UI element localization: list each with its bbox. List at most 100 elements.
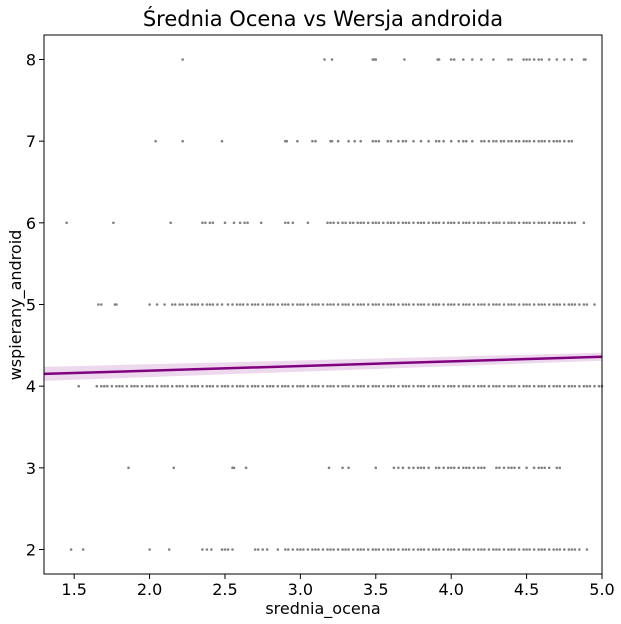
data-point: [483, 384, 486, 388]
data-point: [540, 58, 543, 61]
data-point: [268, 303, 272, 306]
data-point: [540, 548, 543, 551]
data-point: [106, 384, 109, 388]
data-point: [495, 384, 498, 388]
data-point: [563, 58, 566, 61]
data-point: [306, 221, 310, 225]
data-point: [145, 384, 148, 388]
data-point: [452, 466, 456, 470]
data-point: [517, 466, 521, 470]
data-point: [416, 548, 420, 551]
data-point: [457, 303, 461, 306]
data-point: [377, 548, 381, 551]
data-point: [585, 548, 589, 551]
data-point: [480, 139, 483, 143]
data-point: [585, 303, 589, 306]
data-point: [392, 303, 396, 306]
data-point: [437, 221, 441, 225]
data-point: [457, 384, 461, 388]
data-point: [412, 139, 415, 143]
data-point: [160, 384, 163, 388]
data-point: [522, 139, 525, 143]
data-point: [220, 548, 224, 551]
data-point: [186, 303, 189, 306]
data-point: [366, 384, 370, 388]
data-point: [555, 58, 559, 61]
data-point: [329, 221, 332, 225]
data-point: [498, 466, 501, 470]
series-y-2: [69, 548, 589, 551]
data-point: [296, 548, 299, 551]
data-point: [311, 384, 314, 388]
data-point: [186, 384, 189, 388]
x-tick-label: 2.5: [212, 580, 237, 599]
data-point: [311, 548, 314, 551]
data-point: [374, 58, 378, 61]
data-point: [419, 548, 423, 551]
data-point: [356, 221, 360, 225]
data-point: [317, 384, 320, 388]
data-point: [392, 384, 396, 388]
data-point: [371, 548, 375, 551]
data-point: [296, 384, 299, 388]
data-point: [204, 221, 207, 225]
data-point: [285, 139, 289, 143]
data-point: [392, 548, 396, 551]
data-point: [172, 466, 175, 470]
data-point: [532, 548, 536, 551]
data-point: [302, 548, 305, 551]
data-point: [231, 303, 234, 306]
data-point: [163, 303, 166, 306]
data-point: [537, 466, 540, 470]
data-point: [377, 221, 381, 225]
y-tick-label: 2: [26, 541, 36, 560]
data-point: [170, 384, 174, 388]
data-point: [284, 303, 287, 306]
data-point: [483, 466, 486, 470]
data-point: [371, 221, 375, 225]
data-point: [226, 384, 230, 388]
data-point: [449, 466, 453, 470]
data-point: [112, 221, 115, 225]
data-point: [471, 139, 474, 143]
data-point: [427, 466, 430, 470]
data-point: [356, 548, 360, 551]
data-point: [299, 384, 302, 388]
data-point: [362, 221, 366, 225]
data-point: [271, 384, 275, 388]
data-point: [446, 384, 450, 388]
data-point: [401, 466, 405, 470]
data-point: [276, 548, 280, 551]
data-point: [306, 548, 310, 551]
data-point: [449, 221, 453, 225]
data-point: [317, 303, 320, 306]
data-point: [552, 384, 555, 388]
data-point: [241, 303, 245, 306]
data-point: [419, 303, 423, 306]
data-point: [223, 548, 227, 551]
data-point: [77, 384, 80, 388]
data-point: [543, 466, 546, 470]
data-point: [181, 139, 184, 143]
data-point: [483, 303, 486, 306]
data-point: [243, 221, 246, 225]
data-point: [472, 548, 476, 551]
data-point: [205, 384, 209, 388]
data-point: [341, 384, 344, 388]
data-point: [281, 384, 284, 388]
data-point: [330, 139, 334, 143]
data-point: [480, 384, 483, 388]
data-point: [498, 384, 501, 388]
data-point: [452, 221, 456, 225]
data-point: [540, 221, 543, 225]
data-point: [366, 221, 370, 225]
data-point: [366, 303, 370, 306]
data-point: [299, 303, 302, 306]
data-point: [327, 466, 331, 470]
data-point: [525, 58, 528, 61]
data-point: [412, 221, 415, 225]
data-point: [190, 384, 194, 388]
data-point: [392, 221, 396, 225]
data-point: [412, 303, 415, 306]
data-point: [457, 548, 461, 551]
